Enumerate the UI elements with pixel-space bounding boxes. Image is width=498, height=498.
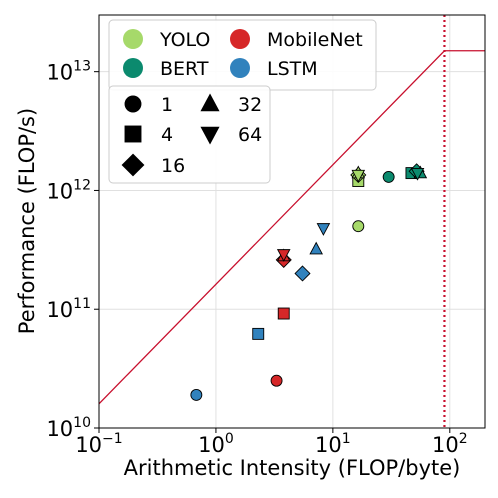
x-tick-label: 102 (432, 431, 468, 457)
legend-marker-triangle-up-shape (200, 93, 220, 112)
y-axis-label: Performance (FLOP/s) (15, 108, 39, 334)
legend-marker-circle-shape (124, 95, 142, 113)
x-tick-label: 10−1 (75, 431, 122, 457)
y-tick-label: 1013 (46, 59, 91, 85)
legend-marker-triangle-up (200, 93, 220, 112)
legend-markers-box (108, 85, 271, 184)
point-bert-triangle-down (410, 167, 425, 181)
point-mobilenet-square (277, 307, 290, 320)
legend-label-mobilenet: MobileNet (267, 29, 363, 51)
legend-swatch-mobilenet (230, 29, 250, 49)
y-axis-ticks: 1010 1011 1012 1013 (46, 59, 99, 441)
data-points (190, 163, 428, 401)
point-lstm-square (252, 327, 265, 340)
point-yolo-triangle-down (351, 169, 366, 183)
legend-label-bert: BERT (160, 58, 209, 80)
legend-marker-label-1: 1 (161, 94, 173, 116)
plot-frame (98, 14, 486, 429)
point-mobilenet-circle (270, 374, 283, 387)
legend-marker-circle (124, 95, 142, 113)
legend-marker-square (124, 125, 142, 143)
point-lstm-diamond (294, 265, 311, 282)
y-tick-label: 1012 (46, 177, 91, 203)
legend-swatch-yolo (123, 29, 143, 49)
x-tick-label: 101 (315, 431, 351, 457)
legend-markers: 1 32 4 64 16 (108, 85, 271, 184)
y-tick-label: 1010 (46, 415, 91, 441)
legend-marker-label-64: 64 (238, 124, 262, 146)
legend-swatch-bert (123, 58, 143, 78)
legend-marker-triangle-down-shape (200, 126, 220, 145)
point-lstm-triangle-down (316, 223, 331, 236)
legend-marker-diamond (121, 153, 145, 177)
point-lstm-triangle-up (309, 241, 323, 255)
x-axis-label: Arithmetic Intensity (FLOP/byte) (124, 456, 461, 480)
legend-swatch-lstm (230, 58, 250, 78)
legend-marker-triangle-down (200, 126, 220, 145)
legend-marker-label-32: 32 (238, 94, 262, 116)
legend-marker-square-shape (124, 125, 142, 143)
legend-series: YOLO MobileNet BERT LSTM (108, 19, 377, 91)
x-axis-ticks: 10−1 100 101 102 (75, 428, 468, 457)
legend-marker-diamond-shape (121, 153, 145, 177)
roofline (99, 15, 485, 428)
x-tick-label: 100 (198, 431, 234, 457)
point-bert-circle (382, 170, 395, 183)
y-tick-label: 1011 (46, 296, 91, 322)
legend-marker-label-4: 4 (161, 124, 173, 146)
point-yolo-circle (352, 220, 365, 233)
legend-label-yolo: YOLO (159, 29, 210, 51)
legend-label-lstm: LSTM (267, 58, 318, 80)
point-mobilenet-triangle-down (276, 249, 291, 262)
point-lstm-circle (190, 388, 203, 401)
legend-marker-label-16: 16 (161, 155, 185, 177)
